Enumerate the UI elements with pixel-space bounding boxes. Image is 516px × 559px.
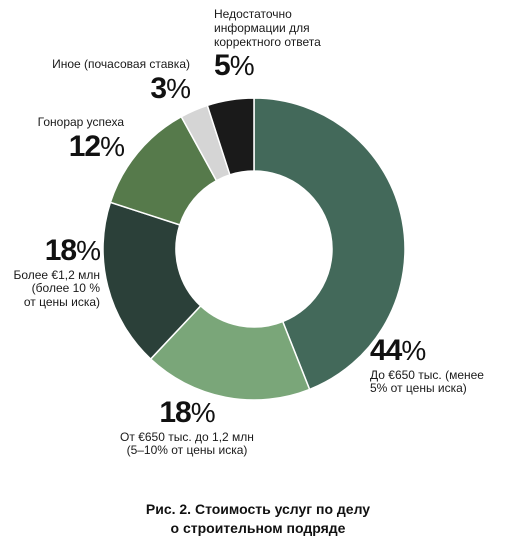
slice-44 bbox=[253, 97, 406, 391]
label-3: Иное (почасовая ставка) 3% bbox=[22, 57, 191, 107]
pct-3: 3% bbox=[22, 71, 191, 107]
label-5-line2: информации для bbox=[214, 20, 310, 35]
label-5-line1: Недостаточно bbox=[214, 7, 292, 21]
label-18-light-line1: От €650 тыс. до 1,2 млн bbox=[120, 429, 254, 444]
slice-18-light bbox=[149, 304, 311, 401]
pct-5-value: 5 bbox=[214, 49, 231, 83]
label-44-line1: До €650 тыс. (менее bbox=[370, 367, 484, 382]
pct-12-value: 12 bbox=[68, 129, 101, 163]
pct-18-dark-value: 18 bbox=[44, 234, 77, 267]
slice-5 bbox=[206, 97, 255, 176]
pct-3-unit: % bbox=[166, 72, 191, 104]
caption-line1: Рис. 2. Стоимость услуг по делу bbox=[145, 501, 371, 517]
figure-caption: Рис. 2. Стоимость услуг по делу о строит… bbox=[0, 500, 516, 538]
label-5-line3: корректного ответа bbox=[214, 34, 321, 49]
label-18-dark: 18% Более €1,2 млн (более 10 % от цены и… bbox=[4, 234, 101, 310]
label-18-light-line2: (5–10% от цены иска) bbox=[126, 443, 248, 458]
pct-18-light-value: 18 bbox=[159, 396, 191, 429]
pct-18-dark: 18% bbox=[4, 234, 101, 269]
label-3-line1: Иное (почасовая ставка) bbox=[52, 57, 190, 71]
pct-5: 5% bbox=[214, 49, 321, 84]
label-44-line2: 5% от цены иска) bbox=[370, 381, 467, 396]
pct-18-light-unit: % bbox=[190, 397, 216, 428]
pct-44-unit: % bbox=[401, 335, 426, 366]
label-18-dark-line1: Более €1,2 млн bbox=[13, 267, 100, 282]
pct-44: 44% bbox=[370, 334, 484, 369]
pct-18-light: 18% bbox=[112, 396, 262, 431]
slice-18-dark bbox=[102, 201, 202, 361]
pct-12-unit: % bbox=[100, 130, 125, 162]
label-18-dark-line2: (более 10 % bbox=[31, 281, 100, 296]
label-12: Гонорар успеха 12% bbox=[20, 115, 125, 165]
label-12-line1: Гонорар успеха bbox=[37, 115, 124, 129]
label-18-dark-line3: от цены иска) bbox=[23, 295, 100, 310]
caption-line2: о строительном подряде bbox=[170, 519, 346, 536]
donut-chart bbox=[102, 97, 406, 401]
label-5: Недостаточно информации для корректного … bbox=[214, 7, 321, 84]
pct-12: 12% bbox=[20, 129, 125, 165]
pct-44-value: 44 bbox=[370, 334, 402, 367]
label-44: 44% До €650 тыс. (менее 5% от цены иска) bbox=[370, 334, 484, 396]
pct-5-unit: % bbox=[229, 50, 255, 82]
pct-3-value: 3 bbox=[150, 71, 167, 105]
pct-18-dark-unit: % bbox=[76, 235, 101, 266]
label-18-light: 18% От €650 тыс. до 1,2 млн (5–10% от це… bbox=[112, 396, 262, 458]
